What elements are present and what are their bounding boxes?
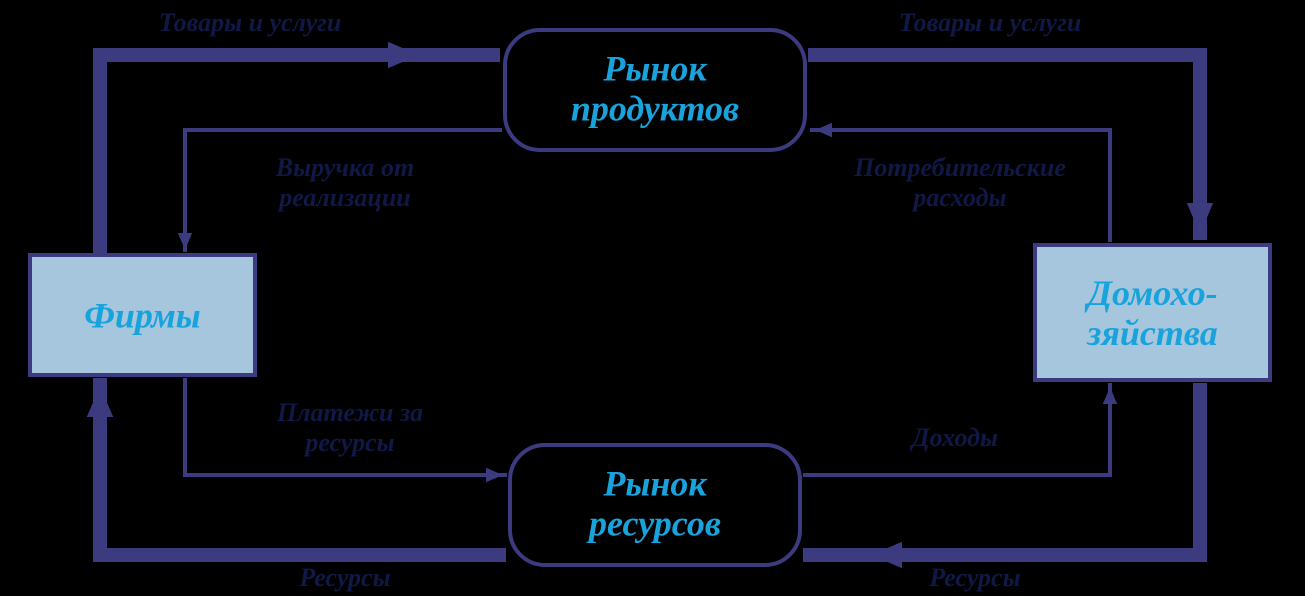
node-product_market: Рынокпродуктов: [505, 30, 805, 150]
label-goods_right: Товары и услуги: [899, 8, 1082, 37]
node-resource_market: Рынокресурсов: [510, 445, 800, 565]
label-consumer_l1: Потребительские: [853, 153, 1066, 182]
node-label-resource_market-1: Рынок: [602, 463, 707, 503]
node-label-households-1: Домохо-: [1084, 273, 1217, 313]
node-label-households-2: зяйства: [1086, 313, 1217, 353]
label-resources_right: Ресурсы: [928, 563, 1020, 592]
label-consumer_l2: расходы: [911, 183, 1006, 212]
label-resources_left: Ресурсы: [298, 563, 390, 592]
label-revenue_l1: Выручка от: [275, 153, 414, 182]
label-revenue_l2: реализации: [277, 183, 411, 212]
label-payments_l1: Платежи за: [276, 398, 423, 427]
label-goods_left: Товары и услуги: [159, 8, 342, 37]
label-payments_l2: ресурсы: [303, 428, 394, 457]
node-firms: Фирмы: [30, 255, 255, 375]
node-label-firms: Фирмы: [84, 295, 200, 335]
node-households: Домохо-зяйства: [1035, 245, 1270, 380]
label-income: Доходы: [910, 423, 998, 452]
node-label-product_market-2: продуктов: [571, 88, 739, 128]
node-label-product_market-1: Рынок: [602, 48, 707, 88]
node-label-resource_market-2: ресурсов: [586, 503, 721, 543]
